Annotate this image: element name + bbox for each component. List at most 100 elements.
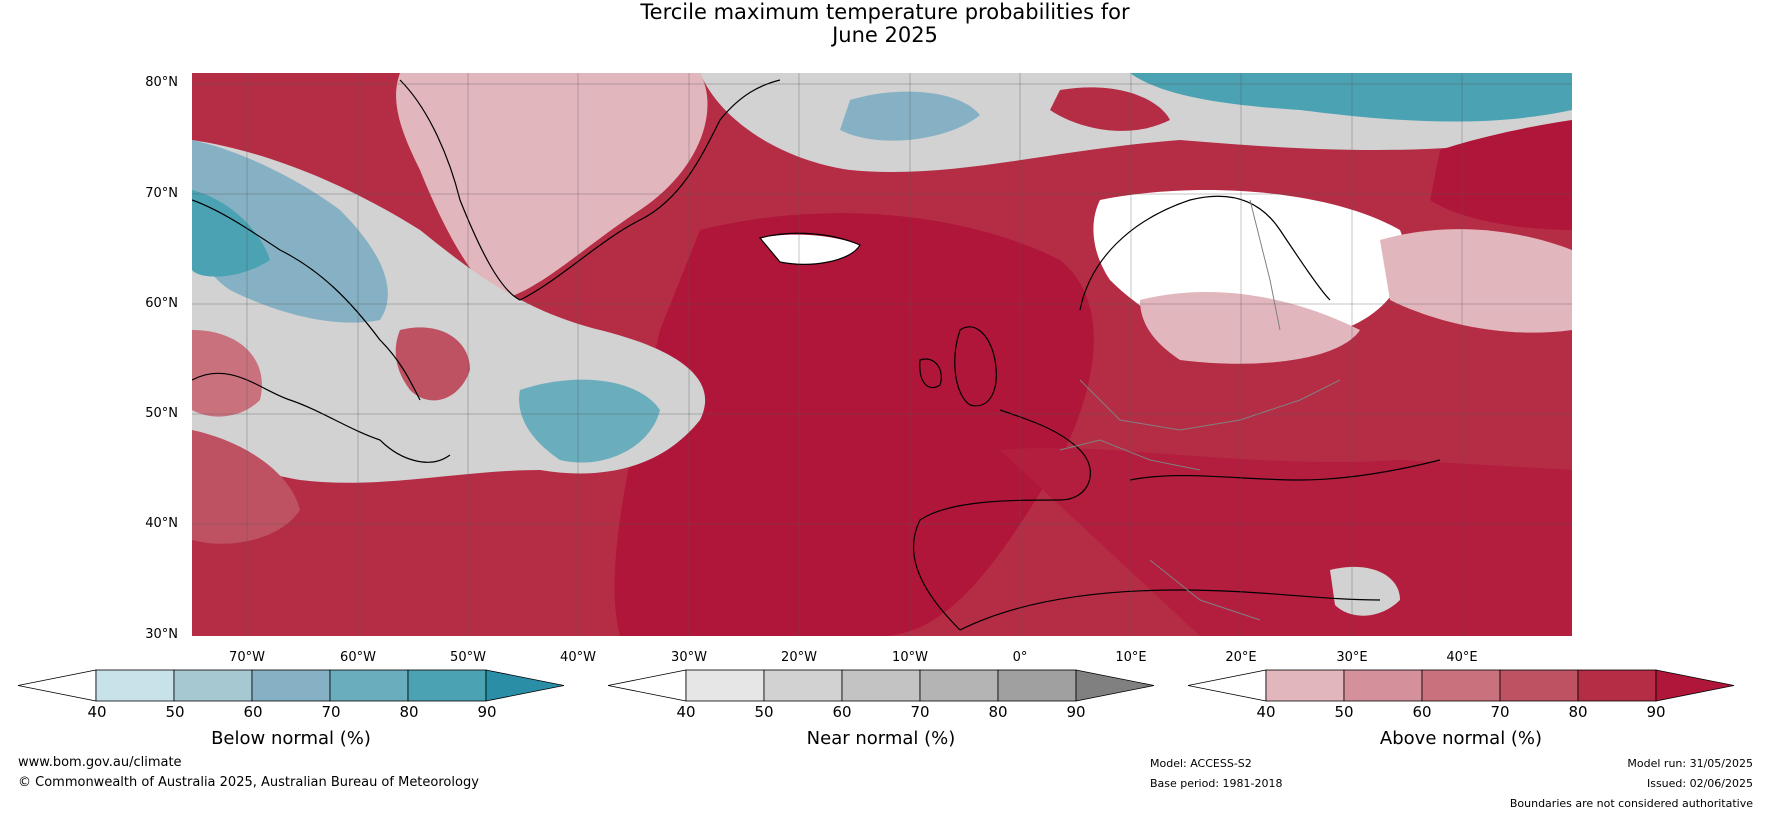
issued-date: Issued: 02/06/2025 <box>1646 777 1753 790</box>
above-90-barents <box>1430 120 1572 230</box>
cbar-below-tick: 80 <box>399 703 419 721</box>
cbar-near-segment <box>919 669 999 702</box>
chart-title-line-2: June 2025 <box>832 23 938 47</box>
probability-field <box>192 73 1572 636</box>
above-hudson-bay <box>192 330 262 417</box>
border-line <box>1149 559 1261 621</box>
lon-label: 20°E <box>1225 650 1257 665</box>
border-line <box>1059 439 1201 471</box>
cbar-above-tick: 70 <box>1490 703 1510 721</box>
website-link[interactable]: www.bom.gov.au/climate <box>18 755 182 770</box>
cbar-near-upper-extend <box>1075 669 1155 702</box>
cbar-above-tick: 40 <box>1256 703 1276 721</box>
below-normal-newfoundland-sea <box>519 379 660 463</box>
above-40-greenland <box>396 73 708 300</box>
above-90-atlantic <box>614 213 1094 636</box>
lat-label: 40°N <box>145 516 178 531</box>
above-southwest <box>192 551 620 636</box>
model-run-date: Model run: 31/05/2025 <box>1627 757 1753 770</box>
cbar-near-tick: 90 <box>1066 703 1086 721</box>
cbar-below-tick: 70 <box>321 703 341 721</box>
greenland-coast <box>399 79 781 301</box>
below-normal-svalbard <box>1130 73 1572 122</box>
cbar-near-segment <box>763 669 843 702</box>
cbar-above-segment <box>1577 669 1657 702</box>
border-line <box>1249 199 1281 331</box>
boundaries-disclaimer: Boundaries are not considered authoritat… <box>1509 797 1753 810</box>
base-period: Base period: 1981-2018 <box>1150 777 1283 790</box>
cbar-below-title: Below normal (%) <box>211 728 371 749</box>
model-name: Model: ACCESS-S2 <box>1150 757 1252 770</box>
cbar-below-segment <box>407 669 487 702</box>
lon-label: 30°W <box>671 650 707 665</box>
cbar-above-title: Above normal (%) <box>1379 728 1543 749</box>
cbar-below-segment <box>251 669 331 702</box>
cbar-above-segment <box>1343 669 1423 702</box>
lon-label: 60°W <box>340 650 376 665</box>
lat-label: 70°N <box>145 186 178 201</box>
cbar-below-segment <box>329 669 409 702</box>
cbar-below-segment <box>173 669 253 702</box>
border-line <box>1079 379 1341 431</box>
above-north-hotspot <box>1050 87 1170 131</box>
lon-label: 10°W <box>892 650 928 665</box>
above-labrador-patch <box>395 327 470 401</box>
cbar-above-tick: 50 <box>1334 703 1354 721</box>
iberia-france-coast <box>912 409 1091 631</box>
cbar-below-upper-extend <box>485 669 565 702</box>
coastlines <box>192 79 1441 631</box>
lat-label: 80°N <box>145 75 178 90</box>
lat-label: 50°N <box>145 406 178 421</box>
black-sea-coast <box>1129 459 1441 481</box>
scandinavia-coast <box>1079 195 1331 311</box>
cbar-below-tick: 50 <box>165 703 185 721</box>
lon-label: 10°E <box>1115 650 1147 665</box>
copyright-text: © Commonwealth of Australia 2025, Austra… <box>18 775 479 790</box>
graticule <box>192 73 1572 636</box>
cbar-near-segment <box>997 669 1077 702</box>
below-normal-norwegian-sea <box>840 91 980 141</box>
cbar-near-tick: 40 <box>676 703 696 721</box>
above-90-mediterranean <box>1000 447 1572 636</box>
chart-title-line-1: Tercile maximum temperature probabilitie… <box>640 0 1130 24</box>
britain-coast <box>954 326 997 407</box>
iceland-coast <box>758 232 861 265</box>
canada-east-coast <box>192 372 451 463</box>
cbar-near-lower-extend <box>607 669 687 702</box>
neutral-iceland <box>760 234 860 265</box>
cbar-below-segment <box>95 669 175 702</box>
lon-label: 0° <box>1012 650 1028 665</box>
lat-label: 30°N <box>145 627 178 642</box>
colorbars <box>17 669 1735 702</box>
above-40-russia <box>1380 229 1572 333</box>
cbar-near-tick: 80 <box>988 703 1008 721</box>
cbar-above-tick: 80 <box>1568 703 1588 721</box>
cbar-near-tick: 50 <box>754 703 774 721</box>
cbar-above-segment <box>1265 669 1345 702</box>
lon-label: 50°W <box>450 650 486 665</box>
cbar-above-lower-extend <box>1187 669 1267 702</box>
lon-label: 40°W <box>560 650 596 665</box>
ireland-coast <box>919 358 942 389</box>
cbar-below-tick: 40 <box>87 703 107 721</box>
below-normal-baffin-core <box>192 190 270 277</box>
lon-label: 40°E <box>1446 650 1478 665</box>
country-borders <box>1059 199 1341 621</box>
cbar-above-segment <box>1421 669 1501 702</box>
cbar-above-segment <box>1499 669 1579 702</box>
above-ellesmere <box>240 79 320 107</box>
cbar-near-segment <box>685 669 765 702</box>
cbar-above-tick: 60 <box>1412 703 1432 721</box>
above-40-baltic <box>1140 291 1360 364</box>
below-normal-baffin <box>192 140 388 323</box>
cbar-below-tick: 60 <box>243 703 263 721</box>
lon-label: 20°W <box>781 650 817 665</box>
cbar-above-tick: 90 <box>1646 703 1666 721</box>
cbar-near-tick: 70 <box>910 703 930 721</box>
lat-label: 60°N <box>145 296 178 311</box>
near-normal-middle-east <box>1330 566 1400 616</box>
cbar-near-title: Near normal (%) <box>806 728 956 749</box>
above-great-lakes <box>192 430 300 544</box>
cbar-above-upper-extend <box>1655 669 1735 702</box>
